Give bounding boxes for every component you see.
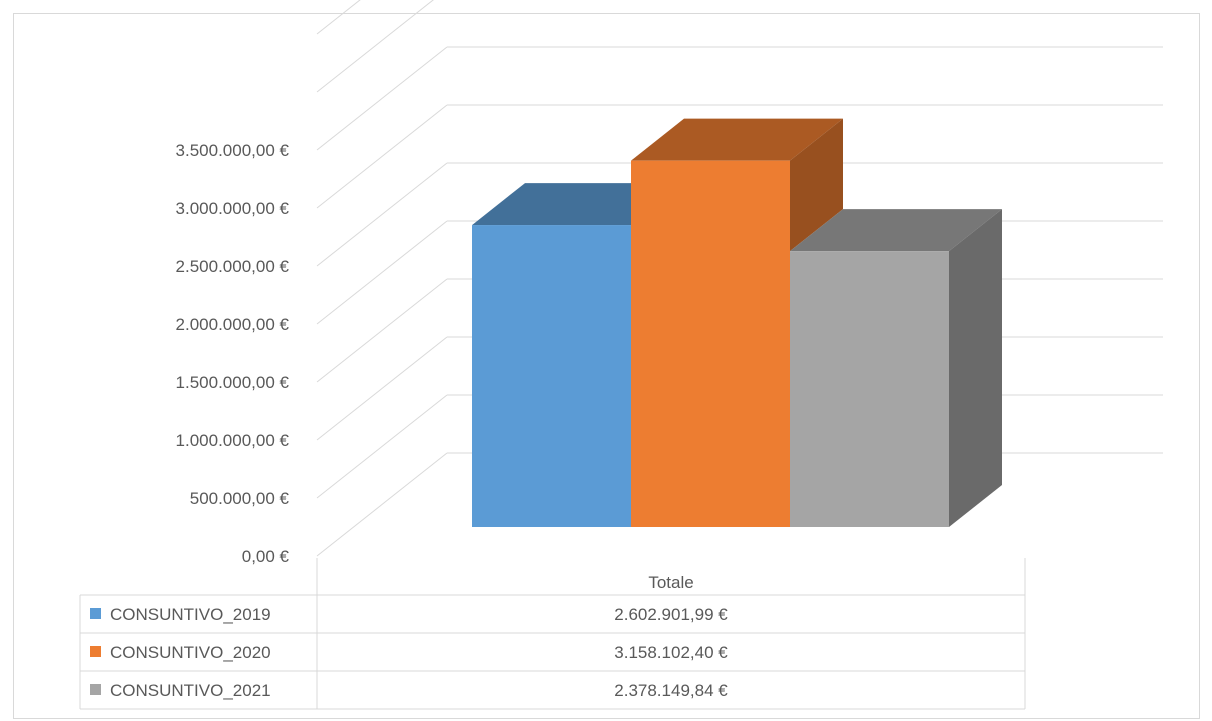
y-tick-label: 3.000.000,00 €	[176, 199, 290, 218]
bar-top-consuntivo_2021	[790, 209, 1002, 252]
gridline-side	[316, 220, 448, 325]
y-tick-label: 2.500.000,00 €	[176, 257, 290, 276]
gridline-side	[316, 278, 448, 383]
bar-side-consuntivo_2021	[949, 209, 1002, 527]
bar-top-consuntivo_2020	[631, 118, 843, 161]
series-name: CONSUNTIVO_2021	[110, 681, 271, 700]
y-tick-label: 2.000.000,00 €	[176, 315, 290, 334]
series-name: CONSUNTIVO_2020	[110, 643, 271, 662]
series-name: CONSUNTIVO_2019	[110, 605, 271, 624]
legend-key-consuntivo_2019	[90, 608, 101, 619]
gridline-side	[316, 452, 448, 557]
category-label: Totale	[648, 573, 693, 592]
legend-key-consuntivo_2020	[90, 646, 101, 657]
bar-consuntivo_2021	[790, 251, 949, 527]
legend-key-consuntivo_2021	[90, 684, 101, 695]
gridline-side	[316, 0, 434, 93]
gridline-side	[316, 162, 448, 267]
gridline-side	[316, 336, 448, 441]
bar-consuntivo_2019	[472, 225, 631, 528]
bar-side-consuntivo_2020	[790, 118, 843, 252]
data-value: 2.378.149,84 €	[614, 681, 728, 700]
data-value: 2.602.901,99 €	[614, 605, 728, 624]
bar-consuntivo_2020	[631, 160, 790, 527]
gridline-side	[316, 394, 448, 499]
data-value: 3.158.102,40 €	[614, 643, 728, 662]
gridline-side	[316, 46, 448, 151]
gridline-side	[316, 104, 448, 209]
y-tick-label: 1.000.000,00 €	[176, 431, 290, 450]
y-tick-label: 1.500.000,00 €	[176, 373, 290, 392]
y-tick-label: 3.500.000,00 €	[176, 141, 290, 160]
y-tick-label: 500.000,00 €	[190, 489, 290, 508]
y-tick-label: 0,00 €	[242, 547, 290, 566]
gridline-side	[316, 0, 361, 35]
